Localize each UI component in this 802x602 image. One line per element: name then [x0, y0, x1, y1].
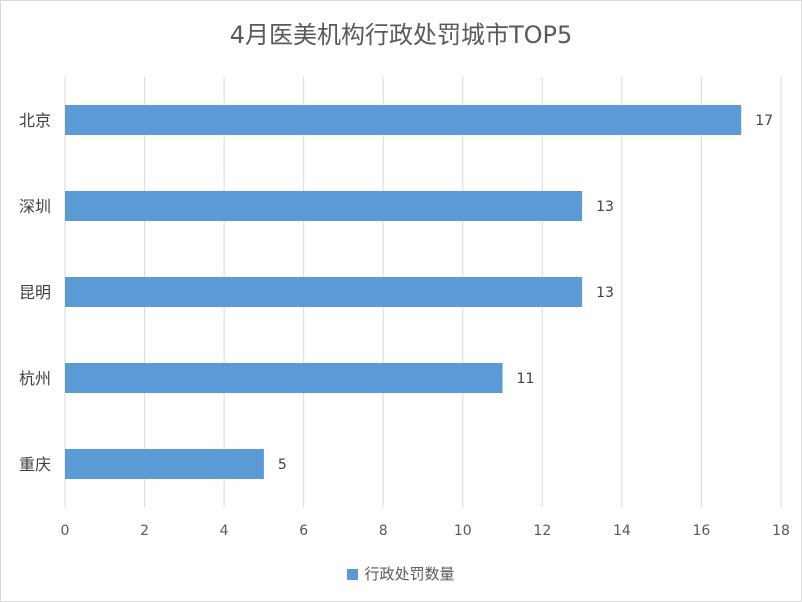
x-tick-label: 8 [379, 523, 388, 539]
data-label: 17 [755, 113, 773, 129]
data-label: 11 [517, 371, 535, 387]
x-tick-label: 16 [693, 523, 711, 539]
category-label: 昆明 [19, 283, 51, 302]
category-label: 重庆 [19, 455, 51, 474]
legend-label: 行政处罚数量 [364, 565, 455, 583]
x-tick-label: 10 [454, 523, 472, 539]
bar [65, 363, 503, 393]
legend-swatch [347, 569, 359, 580]
bar [65, 277, 583, 307]
data-label: 5 [278, 457, 287, 473]
data-label: 13 [596, 199, 614, 215]
bar [65, 191, 583, 221]
legend: 行政处罚数量 [1, 563, 801, 584]
category-label: 杭州 [19, 369, 51, 388]
bar [65, 105, 742, 135]
x-tick-label: 2 [140, 523, 149, 539]
category-label: 深圳 [19, 197, 51, 216]
bar [65, 449, 264, 479]
x-tick-label: 14 [613, 523, 631, 539]
x-tick-label: 6 [299, 523, 308, 539]
x-tick-label: 18 [772, 523, 790, 539]
category-label: 北京 [19, 111, 51, 130]
x-tick-label: 12 [533, 523, 551, 539]
data-label: 13 [596, 285, 614, 301]
chart-title: 4月医美机构行政处罚城市TOP5 [229, 21, 573, 49]
x-tick-label: 4 [220, 523, 229, 539]
x-tick-label: 0 [61, 523, 70, 539]
